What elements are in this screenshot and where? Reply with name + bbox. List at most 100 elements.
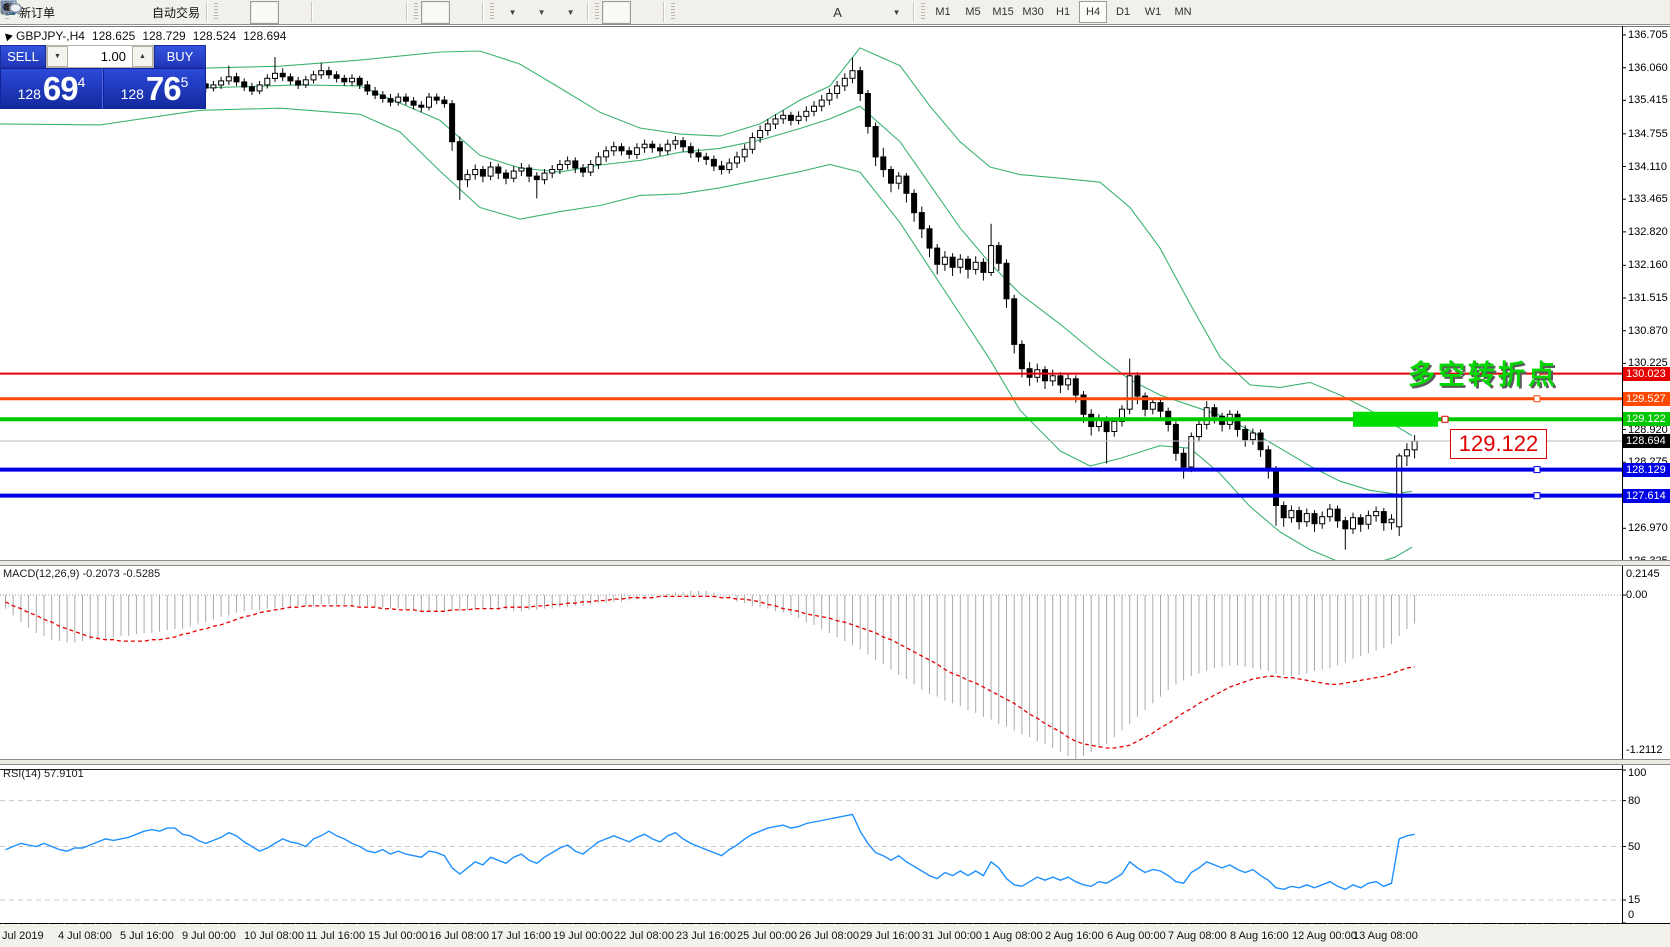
symbol-info-row: GBPJPY-,H4 128.625 128.729 128.524 128.6… (2, 29, 293, 43)
toolbar-grip[interactable] (595, 3, 600, 21)
toolbar-grip[interactable] (921, 3, 926, 21)
new-chart-button[interactable]: ▼ (0, 1, 526, 24)
price-axis-tick-134.755: 134.755 (1628, 127, 1668, 140)
sell-price-sup: 4 (77, 73, 86, 90)
one-click-trading-panel: SELL ▼ 1.00 ▲ BUY 128 69 4 128 76 5 (0, 45, 206, 109)
time-axis-label: 29 Jul 16:00 (860, 930, 920, 942)
tile-windows-button[interactable] (0, 1, 403, 24)
zoom-in-button[interactable] (2, 1, 345, 24)
text-tool-button[interactable]: A (823, 1, 852, 24)
highlight-rectangle[interactable] (1353, 411, 1438, 427)
window-collapse-icon[interactable] (2, 30, 13, 42)
volume-increase-button[interactable]: ▲ (132, 46, 153, 67)
auto-scroll-button[interactable] (1, 0, 451, 24)
horizontal-line-tool-button[interactable] (1, 1, 736, 24)
chart-window[interactable]: GBPJPY-,H4 128.625 128.729 128.524 128.6… (0, 26, 1670, 947)
bar-chart-mode-button[interactable] (2, 1, 250, 24)
price-axis-tick-132.820: 132.820 (1628, 225, 1668, 238)
trendline-tool-button[interactable] (1, 1, 765, 24)
autotrade-label: 自动交易 (152, 5, 201, 20)
toolbar-separator (663, 2, 666, 22)
time-axis-label: 10 Jul 08:00 (244, 930, 304, 942)
time-axis-label: 12 Aug 00:00 (1292, 930, 1357, 942)
timeframe-button-M5[interactable]: M5 (965, 6, 981, 18)
timeframe-button-M15[interactable]: M15 (992, 6, 1014, 18)
chart-shift-button[interactable] (1, 1, 479, 24)
hline-handle (1533, 492, 1541, 500)
buy-price-button[interactable]: 128 76 5 (103, 68, 206, 109)
buy-button[interactable]: BUY (154, 45, 206, 68)
hline-handle (1533, 395, 1541, 403)
rsi-axis-label-0: 0 (1628, 909, 1635, 921)
vertical-line-tool-button[interactable] (5, 1, 707, 24)
timeframe-button-D1[interactable]: D1 (1116, 6, 1131, 18)
macd-pane-splitter[interactable] (0, 560, 1670, 566)
timeframe-button-H4[interactable]: H4 (1079, 1, 1108, 23)
market-watch-button[interactable] (0, 0, 116, 24)
equidistant-channel-tool-button[interactable]: E (0, 1, 794, 24)
time-axis-label: Jul 2019 (2, 930, 44, 942)
timeframe-button-MN[interactable]: MN (1174, 6, 1192, 18)
fibonacci-tool-button[interactable]: F (1, 1, 823, 24)
community-chat-button[interactable] (0, 1, 1660, 24)
search-button[interactable] (1, 1, 1621, 24)
data-window-button[interactable] (1, 1, 145, 24)
toolbar-grip[interactable] (214, 3, 219, 21)
price-axis-tick-134.110: 134.110 (1628, 160, 1667, 173)
toolbar-separator (587, 2, 590, 22)
price-axis-tick-126.970: 126.970 (1628, 522, 1668, 535)
toolbar-separator (311, 2, 314, 22)
profiles-button[interactable] (0, 1, 87, 24)
rsi-pane (0, 800, 1622, 901)
toolbar-separator (482, 2, 485, 22)
macd-value: -0.2073 (82, 568, 120, 580)
toolbar-grip[interactable] (414, 3, 419, 21)
toolbar-grip[interactable] (671, 3, 676, 21)
time-axis-label: 22 Jul 08:00 (614, 930, 674, 942)
dropdown-caret-icon: ▼ (566, 7, 575, 17)
chart-canvas[interactable] (0, 26, 1670, 947)
toolbar-separator (406, 2, 409, 22)
sell-price-button[interactable]: 128 69 4 (0, 68, 103, 109)
time-axis-label: 8 Aug 16:00 (1230, 930, 1289, 942)
volume-input[interactable]: 1.00 (68, 46, 132, 67)
timeframe-button-W1[interactable]: W1 (1144, 6, 1162, 18)
candlestick-mode-button[interactable] (2, 0, 280, 24)
cursor-tool-button[interactable] (4, 0, 632, 24)
sell-button[interactable]: SELL (0, 45, 46, 68)
macd-signal-line (5, 595, 1415, 749)
buy-price-sup: 5 (180, 73, 189, 90)
zoom-out-button[interactable] (2, 1, 374, 24)
timeframe-button-H1[interactable]: H1 (1056, 6, 1071, 18)
line-chart-mode-button[interactable] (0, 1, 308, 24)
macd-histogram (5, 590, 1416, 759)
price-axis-tick-133.465: 133.465 (1628, 193, 1668, 206)
toolbar-separator (913, 2, 916, 22)
timeframe-button-M1[interactable]: M1 (935, 6, 951, 18)
macd-pane (0, 590, 1622, 759)
rsi-axis-label-15: 15 (1628, 894, 1641, 907)
periods-button[interactable]: ▼ (1, 1, 555, 24)
timeframe-button-M30[interactable]: M30 (1022, 6, 1044, 18)
price-level-annotation-box[interactable]: 129.122 (1450, 429, 1547, 459)
toolbar-grip[interactable] (490, 3, 495, 21)
time-axis-label: 7 Aug 08:00 (1168, 930, 1227, 942)
candles-layer (2, 57, 1418, 550)
chat-bubbles-icon (0, 1, 22, 16)
rsi-axis-label-100: 100 (1628, 767, 1647, 779)
price-axis-tick-136.060: 136.060 (1628, 61, 1668, 74)
time-axis-label: 2 Aug 16:00 (1045, 930, 1104, 942)
text-label-tool-button[interactable]: T (0, 1, 881, 24)
volume-decrease-button[interactable]: ▼ (47, 46, 68, 67)
crosshair-tool-button[interactable] (1, 1, 660, 24)
autotrade-button[interactable]: 自动交易 (1, 1, 203, 24)
price-axis-line-label-127.614: 127.614 (1623, 488, 1670, 503)
arrows-tool-button[interactable]: ▼ (3, 1, 910, 24)
bull-bear-turning-point-annotation[interactable]: 多空转折点 (1408, 360, 1558, 390)
rsi-pane-splitter[interactable] (0, 759, 1670, 765)
templates-button[interactable]: ▼ (0, 0, 584, 24)
price-axis-line-label-128.129: 128.129 (1623, 462, 1670, 477)
macd-axis-label-0.00: 0.00 (1626, 589, 1648, 602)
time-axis-label: 6 Aug 00:00 (1107, 930, 1166, 942)
price-axis-tick-130.225: 130.225 (1628, 357, 1668, 370)
